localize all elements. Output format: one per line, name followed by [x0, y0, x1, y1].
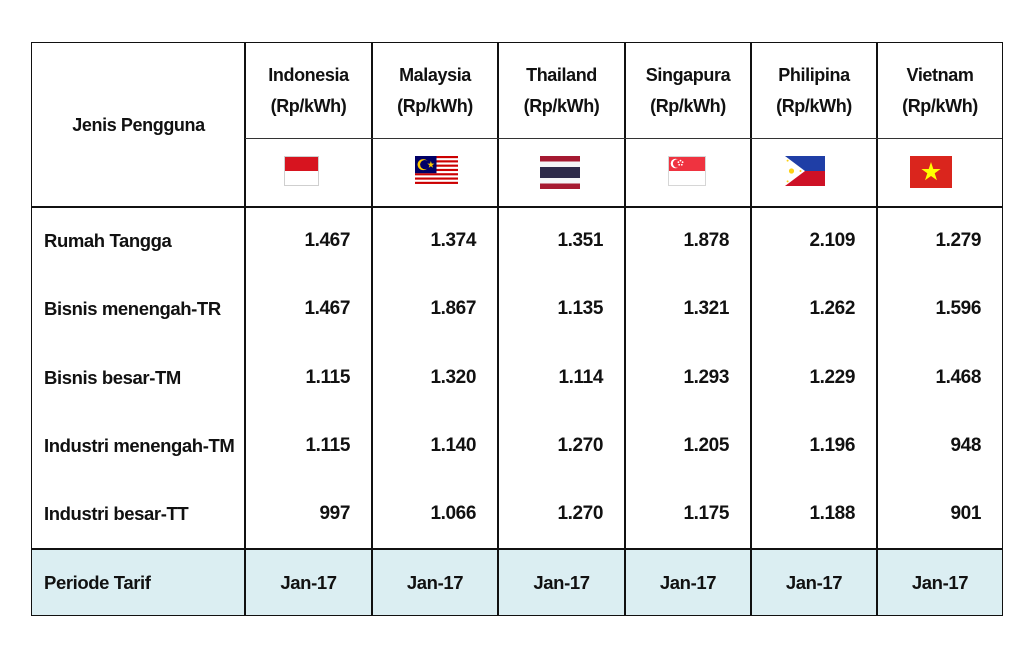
column-divider: [497, 43, 499, 615]
corner-header: Jenis Pengguna: [72, 114, 205, 135]
footer-row-background: [32, 549, 1002, 615]
country-name: Malaysia: [399, 65, 471, 85]
footer-label: Periode Tarif: [44, 572, 151, 593]
value-cell: 1.175: [683, 503, 729, 524]
row-label: Industri besar-TT: [44, 503, 189, 524]
country-name: Indonesia: [268, 65, 349, 85]
period-cell: Jan-17: [911, 572, 969, 593]
tariff-table: Jenis Pengguna Indonesia (Rp/kWh) Malaysi…: [31, 42, 1003, 616]
column-header-philipina: Philipina (Rp/kWh): [751, 43, 877, 139]
period-cell: Jan-17: [659, 572, 717, 593]
row-label: Rumah Tangga: [44, 230, 172, 251]
column-divider: [624, 43, 626, 615]
value-cell: 1.229: [809, 367, 855, 388]
footer-top-border: [32, 548, 1002, 550]
country-name: Singapura: [645, 65, 731, 85]
value-cell: 1.205: [683, 435, 729, 456]
value-cell: 1.279: [935, 230, 981, 251]
unit-label: (Rp/kWh): [397, 96, 473, 116]
unit-label: (Rp/kWh): [523, 96, 600, 116]
period-cell: Jan-17: [406, 572, 464, 593]
header-bottom-border: [32, 206, 1002, 208]
indonesia-flag-icon: [284, 156, 319, 186]
value-cell: 1.468: [935, 367, 981, 388]
philippines-flag-icon: [785, 156, 825, 186]
column-header-singapura: Singapura (Rp/kWh): [625, 43, 751, 139]
value-cell: 1.188: [809, 503, 855, 524]
value-cell: 1.196: [809, 435, 855, 456]
column-header-vietnam: Vietnam (Rp/kWh): [877, 43, 1003, 139]
value-cell: 901: [950, 503, 981, 524]
value-cell: 1.115: [305, 367, 351, 388]
unit-label: (Rp/kWh): [650, 96, 726, 116]
row-label: Bisnis menengah-TR: [44, 298, 221, 319]
country-name: Thailand: [526, 65, 597, 85]
column-divider: [876, 43, 878, 615]
value-cell: 1.270: [557, 435, 603, 456]
column-divider: [244, 43, 246, 615]
value-cell: 1.467: [304, 230, 350, 251]
period-cell: Jan-17: [280, 572, 337, 593]
value-cell: 1.867: [430, 298, 476, 319]
value-cell: 1.066: [430, 503, 476, 524]
value-cell: 997: [319, 503, 350, 524]
value-cell: 1.320: [430, 367, 476, 388]
value-cell: 1.135: [557, 298, 603, 319]
column-header-thailand: Thailand (Rp/kWh): [498, 43, 625, 139]
unit-label: (Rp/kWh): [270, 96, 347, 116]
country-name: Philipina: [778, 65, 850, 85]
row-label: Industri menengah-TM: [44, 435, 235, 456]
column-divider: [750, 43, 752, 615]
value-cell: 1.293: [683, 367, 729, 388]
period-cell: Jan-17: [533, 572, 590, 593]
row-label: Bisnis besar-TM: [44, 367, 181, 388]
value-cell: 2.109: [809, 230, 855, 251]
value-cell: 1.270: [557, 503, 603, 524]
value-cell: 1.114: [558, 367, 604, 388]
column-header-indonesia: Indonesia (Rp/kWh): [245, 43, 372, 139]
value-cell: 1.467: [304, 298, 350, 319]
unit-label: (Rp/kWh): [902, 96, 978, 116]
unit-label: (Rp/kWh): [776, 96, 852, 116]
value-cell: 1.115: [305, 435, 351, 456]
value-cell: 1.321: [683, 298, 729, 319]
value-cell: 1.140: [430, 435, 476, 456]
header-divider: [245, 138, 1002, 139]
column-divider: [371, 43, 373, 615]
value-cell: 948: [950, 435, 981, 456]
singapore-flag-icon: [668, 156, 706, 186]
column-header-malaysia: Malaysia (Rp/kWh): [372, 43, 498, 139]
value-cell: 1.596: [935, 298, 981, 319]
value-cell: 1.878: [683, 230, 729, 251]
value-cell: 1.374: [430, 230, 476, 251]
thailand-flag-icon: [540, 156, 580, 189]
country-name: Vietnam: [906, 65, 974, 85]
value-cell: 1.351: [557, 230, 603, 251]
value-cell: 1.262: [809, 298, 855, 319]
malaysia-flag-icon: [415, 156, 458, 186]
vietnam-flag-icon: [910, 156, 952, 188]
period-cell: Jan-17: [785, 572, 843, 593]
